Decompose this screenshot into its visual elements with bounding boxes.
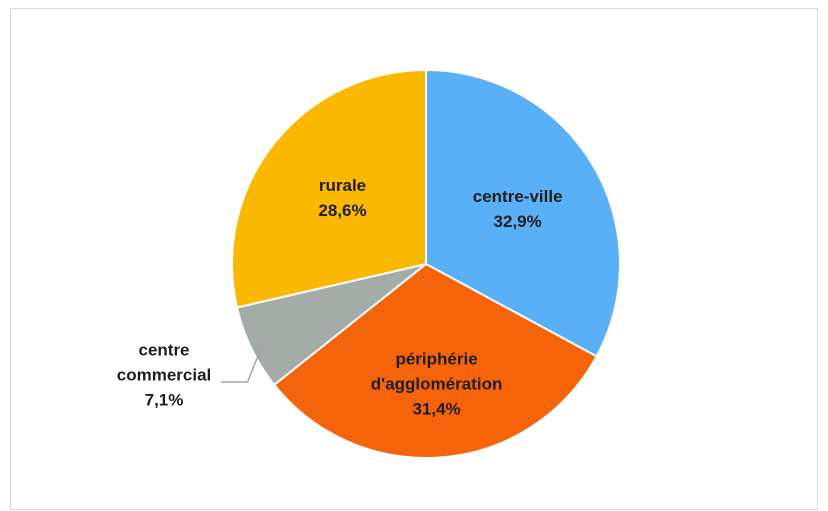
data-label: rurale 28,6% <box>288 173 398 223</box>
value-label: 7,1% <box>144 390 184 410</box>
data-label: centre commercial 7,1% <box>99 338 229 413</box>
category-label: centre-ville <box>472 187 563 207</box>
data-label: périphérie d'agglomération 31,4% <box>352 346 522 421</box>
pie-slice <box>231 68 427 309</box>
value-label: 28,6% <box>318 200 367 220</box>
value-label: 31,4% <box>412 399 461 419</box>
leader-line <box>221 342 265 383</box>
category-label: rurale <box>318 175 367 195</box>
category-label: périphérie d'agglomération <box>370 349 503 394</box>
category-label: centre commercial <box>116 340 212 385</box>
pie-slice <box>272 262 598 459</box>
data-label: centre-ville 32,9% <box>453 184 583 234</box>
value-label: 32,9% <box>493 212 542 232</box>
pie-slice <box>425 68 621 358</box>
